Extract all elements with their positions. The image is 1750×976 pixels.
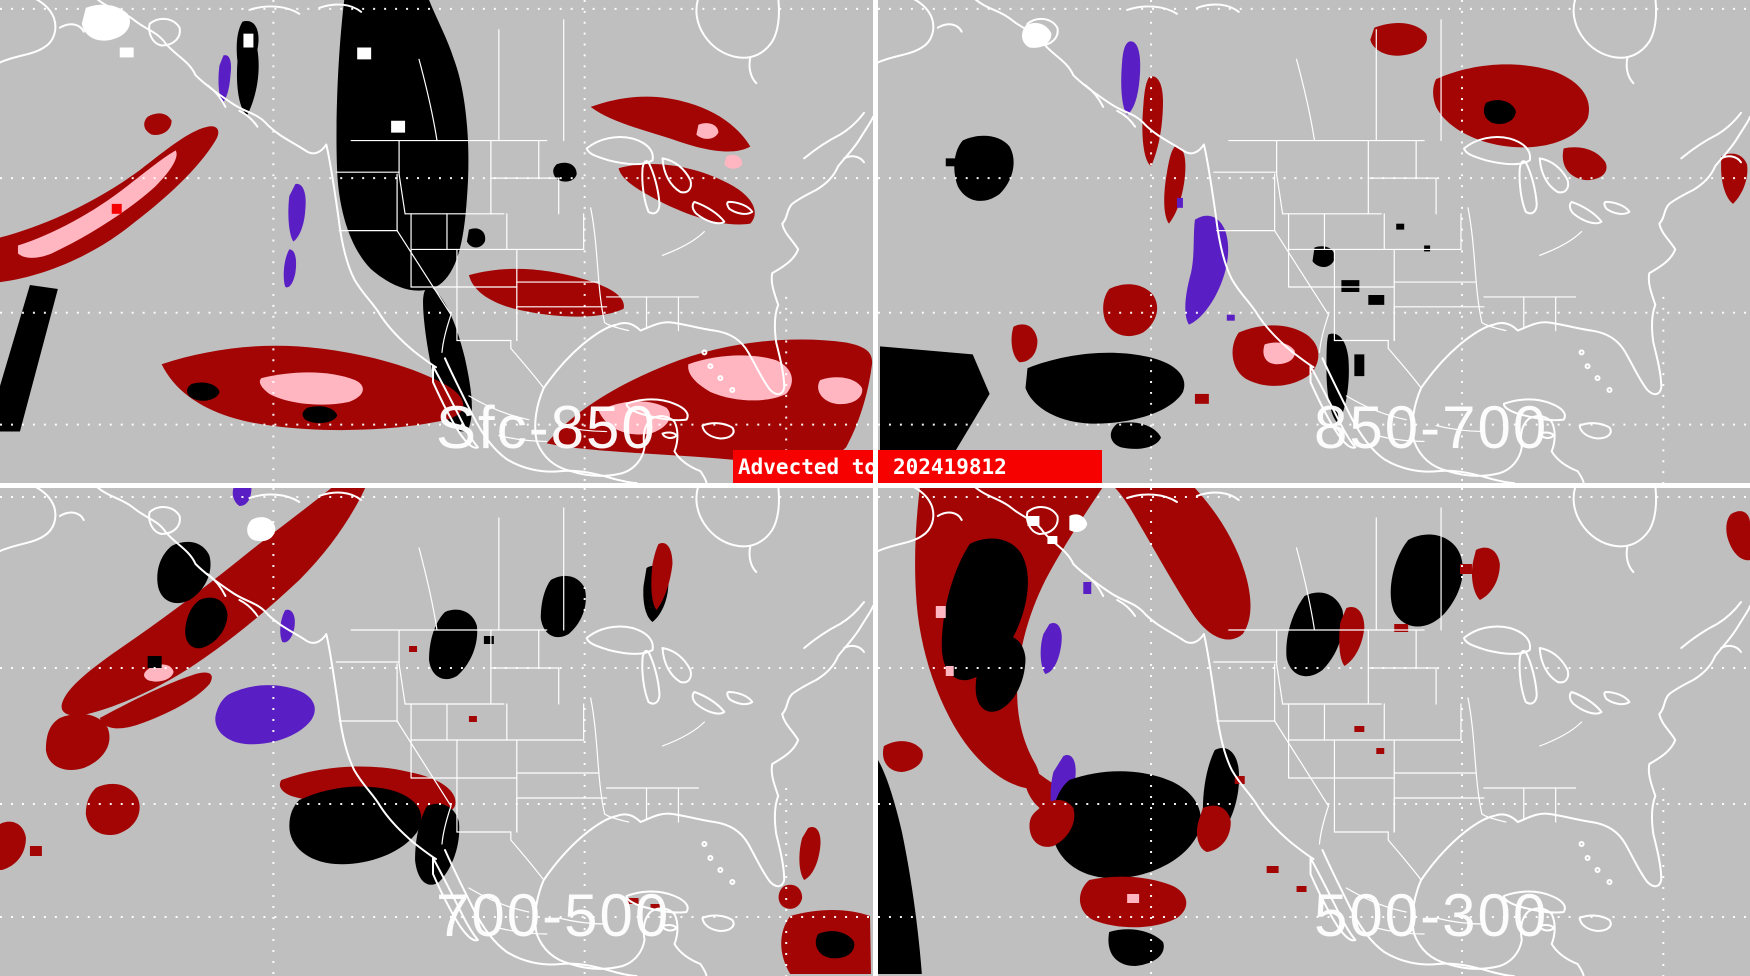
panel-700-500: 700-500	[0, 488, 873, 976]
panel-500-300: 500-300	[878, 488, 1750, 976]
banner-timestamp: 202419812	[878, 450, 1102, 483]
cloud-map-500-300	[878, 488, 1750, 976]
cloud-map-700-500	[0, 488, 873, 976]
banner-advected-to-label: Advected to	[733, 450, 877, 483]
cloud-blobs-700-500	[0, 488, 872, 974]
advected-banner: Advected to 202419812	[733, 450, 1102, 483]
panel-label-sfc-850: Sfc-850	[436, 394, 657, 461]
panel-label-850-700: 850-700	[1314, 394, 1549, 461]
cloud-map-sfc-850	[0, 0, 873, 483]
cloud-blobs-sfc-850	[0, 0, 873, 465]
cloud-map-850-700	[878, 0, 1750, 483]
panel-850-700: 850-700	[878, 0, 1750, 483]
panel-label-500-300: 500-300	[1314, 882, 1549, 949]
cloud-blobs-500-300	[878, 488, 1750, 974]
cloud-blobs-850-700	[879, 22, 1748, 478]
panel-sfc-850: Sfc-850	[0, 0, 873, 483]
panel-label-700-500: 700-500	[436, 882, 671, 949]
